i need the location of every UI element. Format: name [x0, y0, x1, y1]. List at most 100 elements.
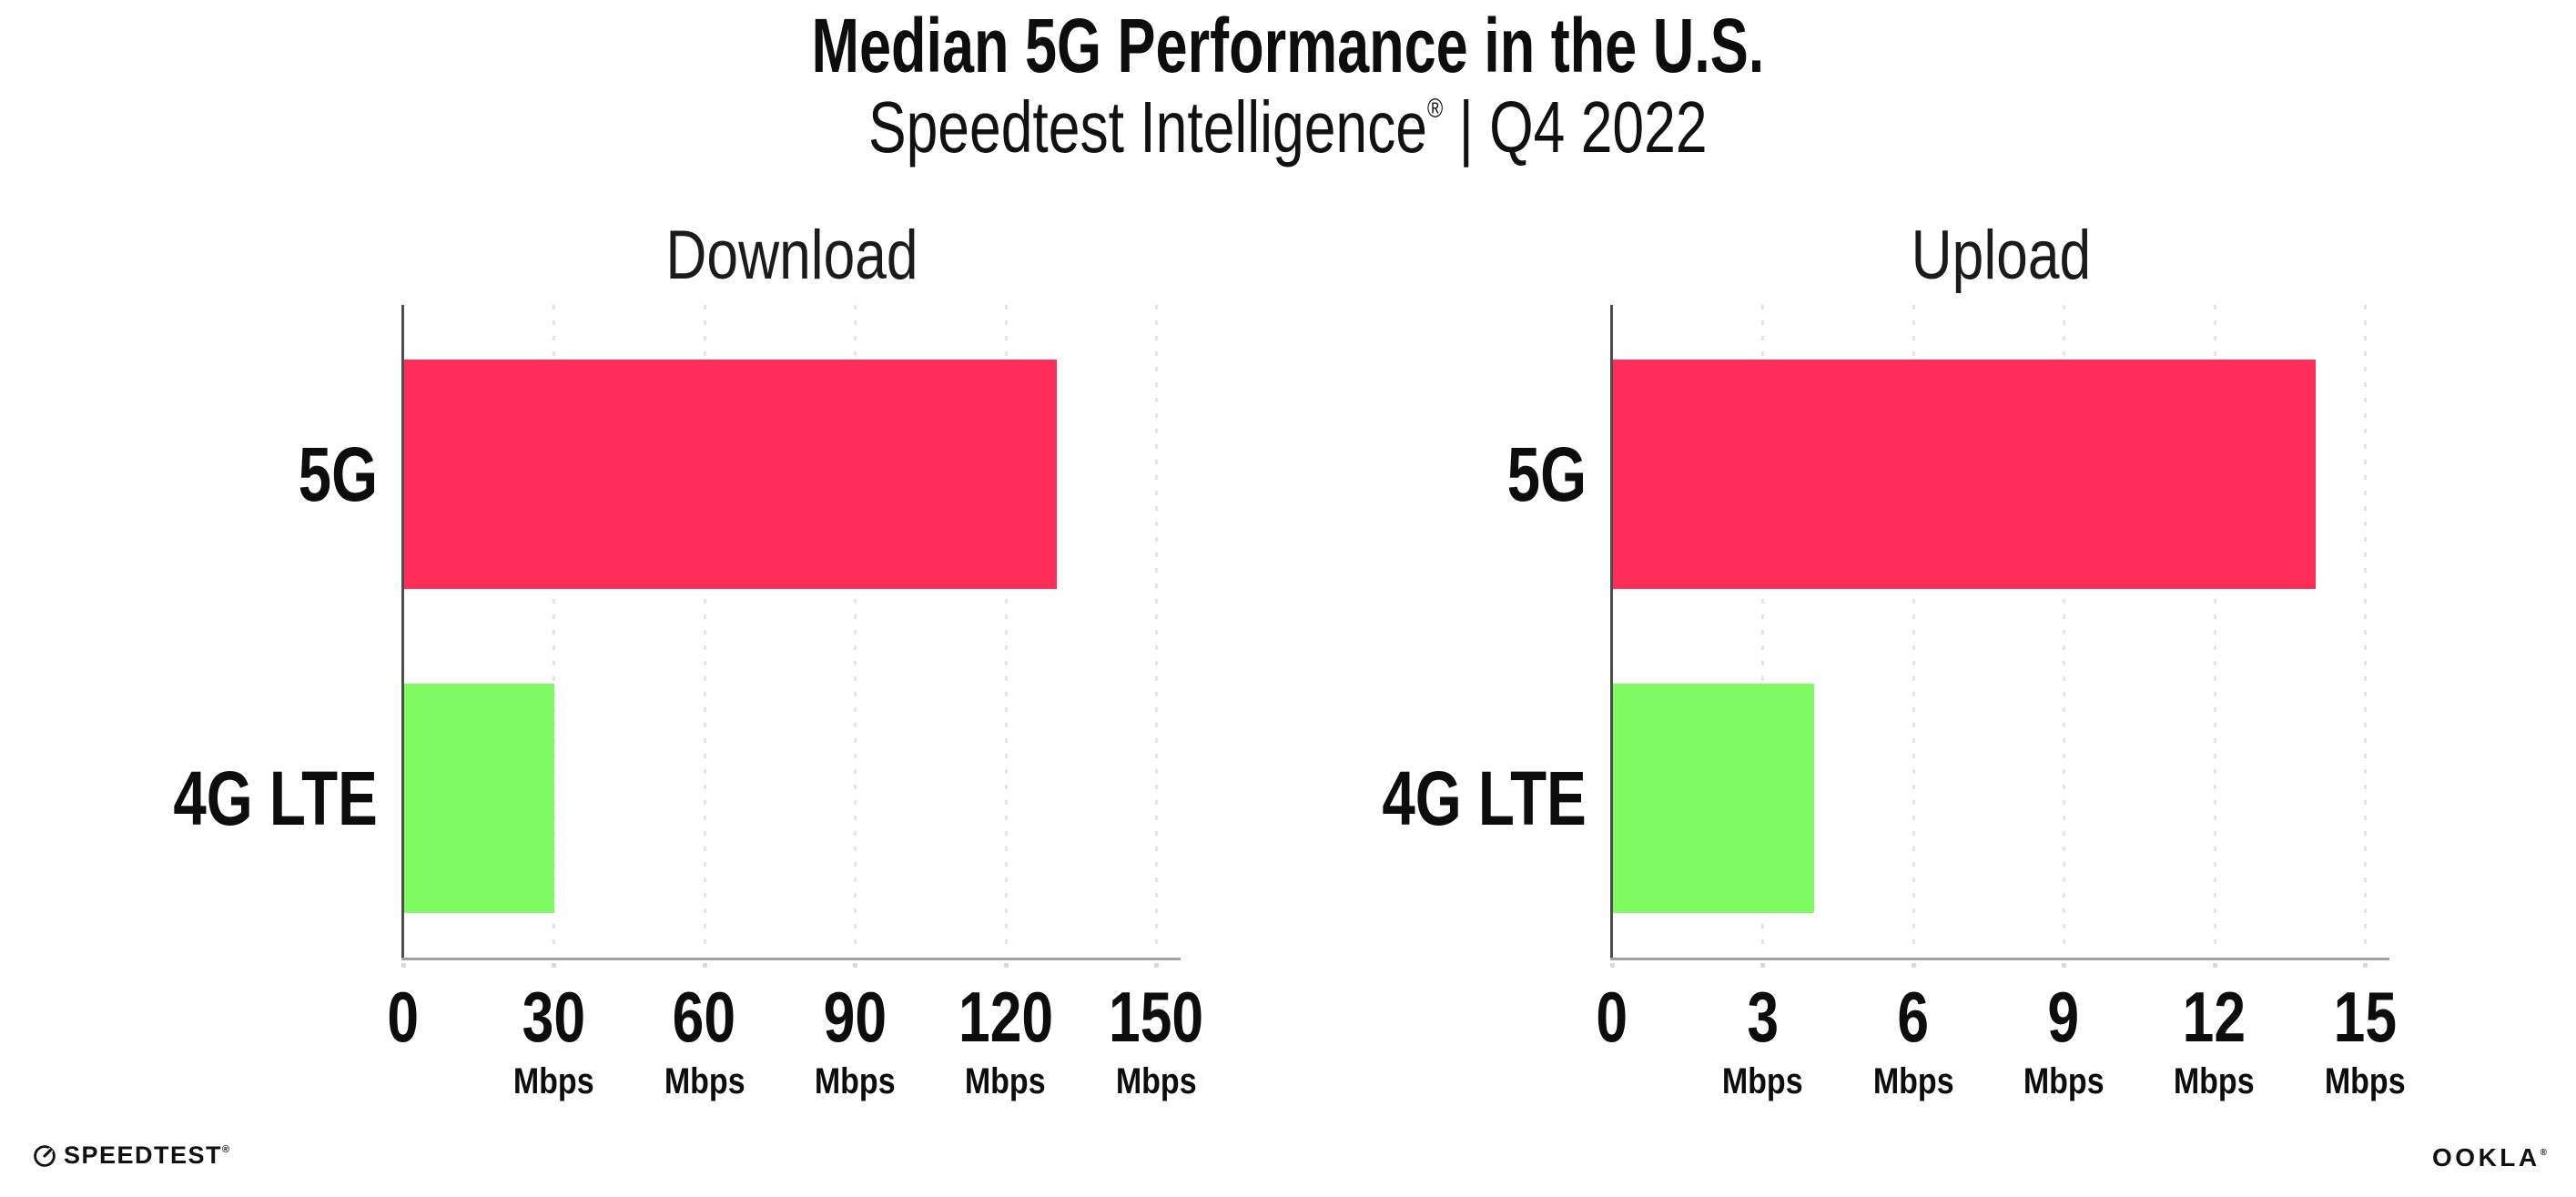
ookla-wordmark: OOKLA — [2432, 1143, 2541, 1172]
tick-value-text: 120 — [958, 977, 1053, 1057]
y-axis-line — [401, 305, 404, 960]
tick-unit: Mbps — [897, 1061, 1115, 1102]
speedtest-registered-icon: ® — [222, 1144, 230, 1155]
page-title: Median 5G Performance in the U.S. — [0, 7, 2576, 84]
tick-value: 90 — [745, 981, 964, 1052]
category-label-text: 4G LTE — [173, 756, 378, 841]
tick-value-text: 0 — [387, 977, 420, 1057]
tick-unit: Mbps — [595, 1061, 814, 1102]
tick-value: 3 — [1653, 981, 1871, 1052]
tick-label-0: 0 — [1503, 981, 1721, 1052]
gridline-150 — [1155, 305, 1158, 954]
tick-mark-150 — [1154, 963, 1159, 968]
gridline-15 — [2364, 305, 2367, 954]
tick-label-120: 120 Mbps — [897, 981, 1115, 1102]
tick-mark-6 — [1911, 963, 1916, 968]
tick-unit: Mbps — [1954, 1061, 2173, 1102]
tick-unit: Mbps — [2256, 1061, 2474, 1102]
tick-unit: Mbps — [1804, 1061, 2023, 1102]
gridline-3 — [1761, 305, 1765, 954]
tick-label-30: 30 Mbps — [444, 981, 663, 1102]
tick-mark-60 — [702, 963, 707, 968]
category-label-text: 5G — [1506, 431, 1587, 517]
tick-mark-3 — [1760, 963, 1766, 968]
tick-label-90: 90 Mbps — [745, 981, 964, 1102]
tick-unit: Mbps — [745, 1061, 964, 1102]
category-label-text: 5G — [298, 431, 378, 517]
gauge-icon — [34, 1144, 56, 1167]
tick-unit-text: Mbps — [513, 1061, 594, 1101]
gridline-120 — [1004, 305, 1008, 954]
x-axis-line — [401, 958, 1181, 960]
category-label-4g-lte: 4G LTE — [1230, 760, 1587, 837]
tick-value: 150 — [1047, 981, 1265, 1052]
tick-label-3: 3 Mbps — [1653, 981, 1871, 1102]
tick-value-text: 60 — [673, 977, 736, 1057]
tick-value: 120 — [897, 981, 1115, 1052]
tick-value-text: 150 — [1108, 977, 1204, 1057]
tick-value-text: 15 — [2333, 977, 2397, 1057]
gridline-9 — [2063, 305, 2066, 954]
tick-unit-text: Mbps — [1115, 1061, 1197, 1101]
tick-value-text: 9 — [2047, 977, 2080, 1057]
tick-value-text: 6 — [1897, 977, 1930, 1057]
speedtest-logo-text: SPEEDTEST® — [64, 1141, 229, 1170]
tick-label-6: 6 Mbps — [1804, 981, 2023, 1102]
category-label-5g: 5G — [21, 436, 378, 512]
bar-4g-lte-download — [404, 684, 555, 913]
chart-title-download: Download — [403, 221, 1181, 290]
bar-4g-lte-upload — [1613, 684, 1814, 913]
tick-unit-text: Mbps — [1872, 1061, 1954, 1101]
category-label-text: 4G LTE — [1382, 756, 1587, 841]
tick-value: 0 — [294, 981, 512, 1052]
gridline-60 — [703, 305, 706, 954]
page-title-text: Median 5G Performance in the U.S. — [811, 3, 1765, 88]
category-label-4g-lte: 4G LTE — [21, 760, 378, 837]
tick-value: 60 — [595, 981, 814, 1052]
ookla-logo: OOKLA® — [2432, 1143, 2547, 1172]
tick-label-9: 9 Mbps — [1954, 981, 2173, 1102]
tick-value-text: 90 — [823, 977, 887, 1057]
bar-5g-download — [404, 360, 1057, 589]
category-label-5g: 5G — [1230, 436, 1587, 512]
speedtest-logo: SPEEDTEST® — [33, 1141, 229, 1170]
tick-value: 30 — [444, 981, 663, 1052]
gridline-12 — [2213, 305, 2216, 954]
page-subtitle: Speedtest Intelligence® | Q4 2022 — [0, 91, 2576, 164]
tick-label-60: 60 Mbps — [595, 981, 814, 1102]
tick-mark-0 — [1610, 963, 1615, 968]
subtitle-brand: Speedtest Intelligence — [868, 86, 1428, 167]
registered-mark-icon: ® — [1427, 94, 1444, 124]
tick-unit: Mbps — [1047, 1061, 1265, 1102]
tick-mark-90 — [853, 963, 858, 968]
tick-mark-9 — [2062, 963, 2067, 968]
tick-mark-15 — [2363, 963, 2368, 968]
tick-value: 15 — [2256, 981, 2474, 1052]
tick-unit-text: Mbps — [814, 1061, 896, 1101]
tick-unit-text: Mbps — [1722, 1061, 1803, 1101]
tick-mark-0 — [401, 963, 406, 968]
tick-unit-text: Mbps — [664, 1061, 745, 1101]
tick-value: 6 — [1804, 981, 2023, 1052]
tick-mark-12 — [2212, 963, 2217, 968]
tick-mark-120 — [1003, 963, 1009, 968]
chart-title-text: Download — [665, 217, 918, 294]
tick-unit-text: Mbps — [2023, 1061, 2104, 1101]
tick-value-text: 30 — [522, 977, 586, 1057]
tick-mark-30 — [552, 963, 557, 968]
chart-title-upload: Upload — [1612, 221, 2389, 290]
tick-unit: Mbps — [444, 1061, 663, 1102]
tick-label-150: 150 Mbps — [1047, 981, 1265, 1102]
x-axis-line — [1610, 958, 2389, 960]
tick-value: 12 — [2105, 981, 2324, 1052]
tick-value: 0 — [1503, 981, 1721, 1052]
tick-label-0: 0 — [294, 981, 512, 1052]
tick-unit: Mbps — [1653, 1061, 1871, 1102]
tick-value-text: 0 — [1596, 977, 1628, 1057]
page-subtitle-text: Speedtest Intelligence® | Q4 2022 — [868, 91, 1708, 164]
bar-5g-upload — [1613, 360, 2316, 589]
tick-unit: Mbps — [2105, 1061, 2324, 1102]
ookla-registered-icon: ® — [2540, 1148, 2547, 1158]
